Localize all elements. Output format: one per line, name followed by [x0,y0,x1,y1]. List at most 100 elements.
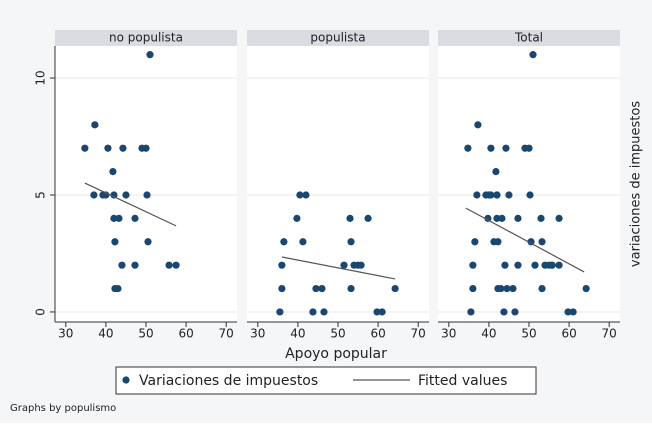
point [309,308,317,316]
point [104,144,112,152]
point [143,191,151,199]
x-tick-label: 40 [481,327,496,341]
point [501,261,509,269]
fit-line [465,207,585,273]
point [464,144,472,152]
fit-line [84,182,177,227]
legend-marker [122,376,130,384]
point [500,308,508,316]
y-axis-label: variaciones de impuestos [629,101,644,267]
point [511,308,519,316]
point [172,261,180,269]
x-tick-label: 70 [602,327,617,341]
point [487,191,495,199]
point [548,261,556,269]
fit-line [281,256,396,280]
point [357,261,365,269]
x-tick-label: 60 [370,327,385,341]
point [109,168,117,176]
point [502,144,510,152]
point [347,284,355,293]
point [81,144,89,152]
point [122,191,130,199]
point [91,121,99,129]
point [469,261,477,269]
point [146,51,154,59]
point [505,191,513,199]
legend-label: Variaciones de impuestos [139,373,318,389]
point [347,238,355,246]
point [469,284,477,293]
point [312,284,320,293]
x-tick-label: 30 [250,327,265,341]
y-tick-label: 10 [34,70,48,85]
x-tick-label: 40 [98,327,113,341]
point [115,214,123,222]
point [497,284,505,293]
point [346,214,354,222]
legend-box [115,366,537,395]
point [487,144,495,152]
point [473,191,481,199]
point [165,261,173,269]
point [498,214,506,222]
x-tick-label: 30 [58,327,73,341]
point [278,261,286,269]
point [509,284,517,293]
point [514,261,522,269]
x-tick-label: 60 [178,327,193,341]
strip [438,30,620,46]
x-tick-label: 30 [441,327,456,341]
point [364,214,372,222]
point [467,308,475,316]
x-tick-label: 50 [521,327,536,341]
point [142,144,150,152]
point [340,261,348,269]
x-tick-label: 40 [290,327,305,341]
point [144,238,152,246]
point [493,191,501,199]
point [293,214,301,222]
x-tick-label: 50 [330,327,345,341]
plot-area [438,46,620,322]
x-tick-label: 50 [138,327,153,341]
panel-title: Total [514,31,543,45]
point [114,284,122,293]
point [111,238,119,246]
panel-title: populista [310,31,365,45]
plot-area [55,46,237,322]
point [531,261,539,269]
legend-label: Fitted values [418,373,507,389]
note: Graphs by populismo [10,403,116,414]
point [492,168,500,176]
plot-area [247,46,429,322]
point [484,214,492,222]
point [320,308,328,316]
point [302,191,310,199]
point [299,238,307,246]
point [493,214,501,222]
point [555,214,563,222]
x-tick-label: 60 [561,327,576,341]
point [525,144,533,152]
x-axis-label: Apoyo popular [285,346,387,362]
point [373,308,381,316]
point [378,308,386,316]
point [280,238,288,246]
point [582,284,590,293]
point [503,284,511,293]
point [118,261,126,269]
point [490,238,498,246]
point [514,214,522,222]
point [526,191,534,199]
panel-title: no populista [109,31,183,45]
point [119,144,127,152]
point [538,284,546,293]
point [110,214,118,222]
point [471,238,479,246]
point [131,261,139,269]
point [90,191,98,199]
point [276,308,284,316]
y-tick-label: 0 [34,308,48,316]
